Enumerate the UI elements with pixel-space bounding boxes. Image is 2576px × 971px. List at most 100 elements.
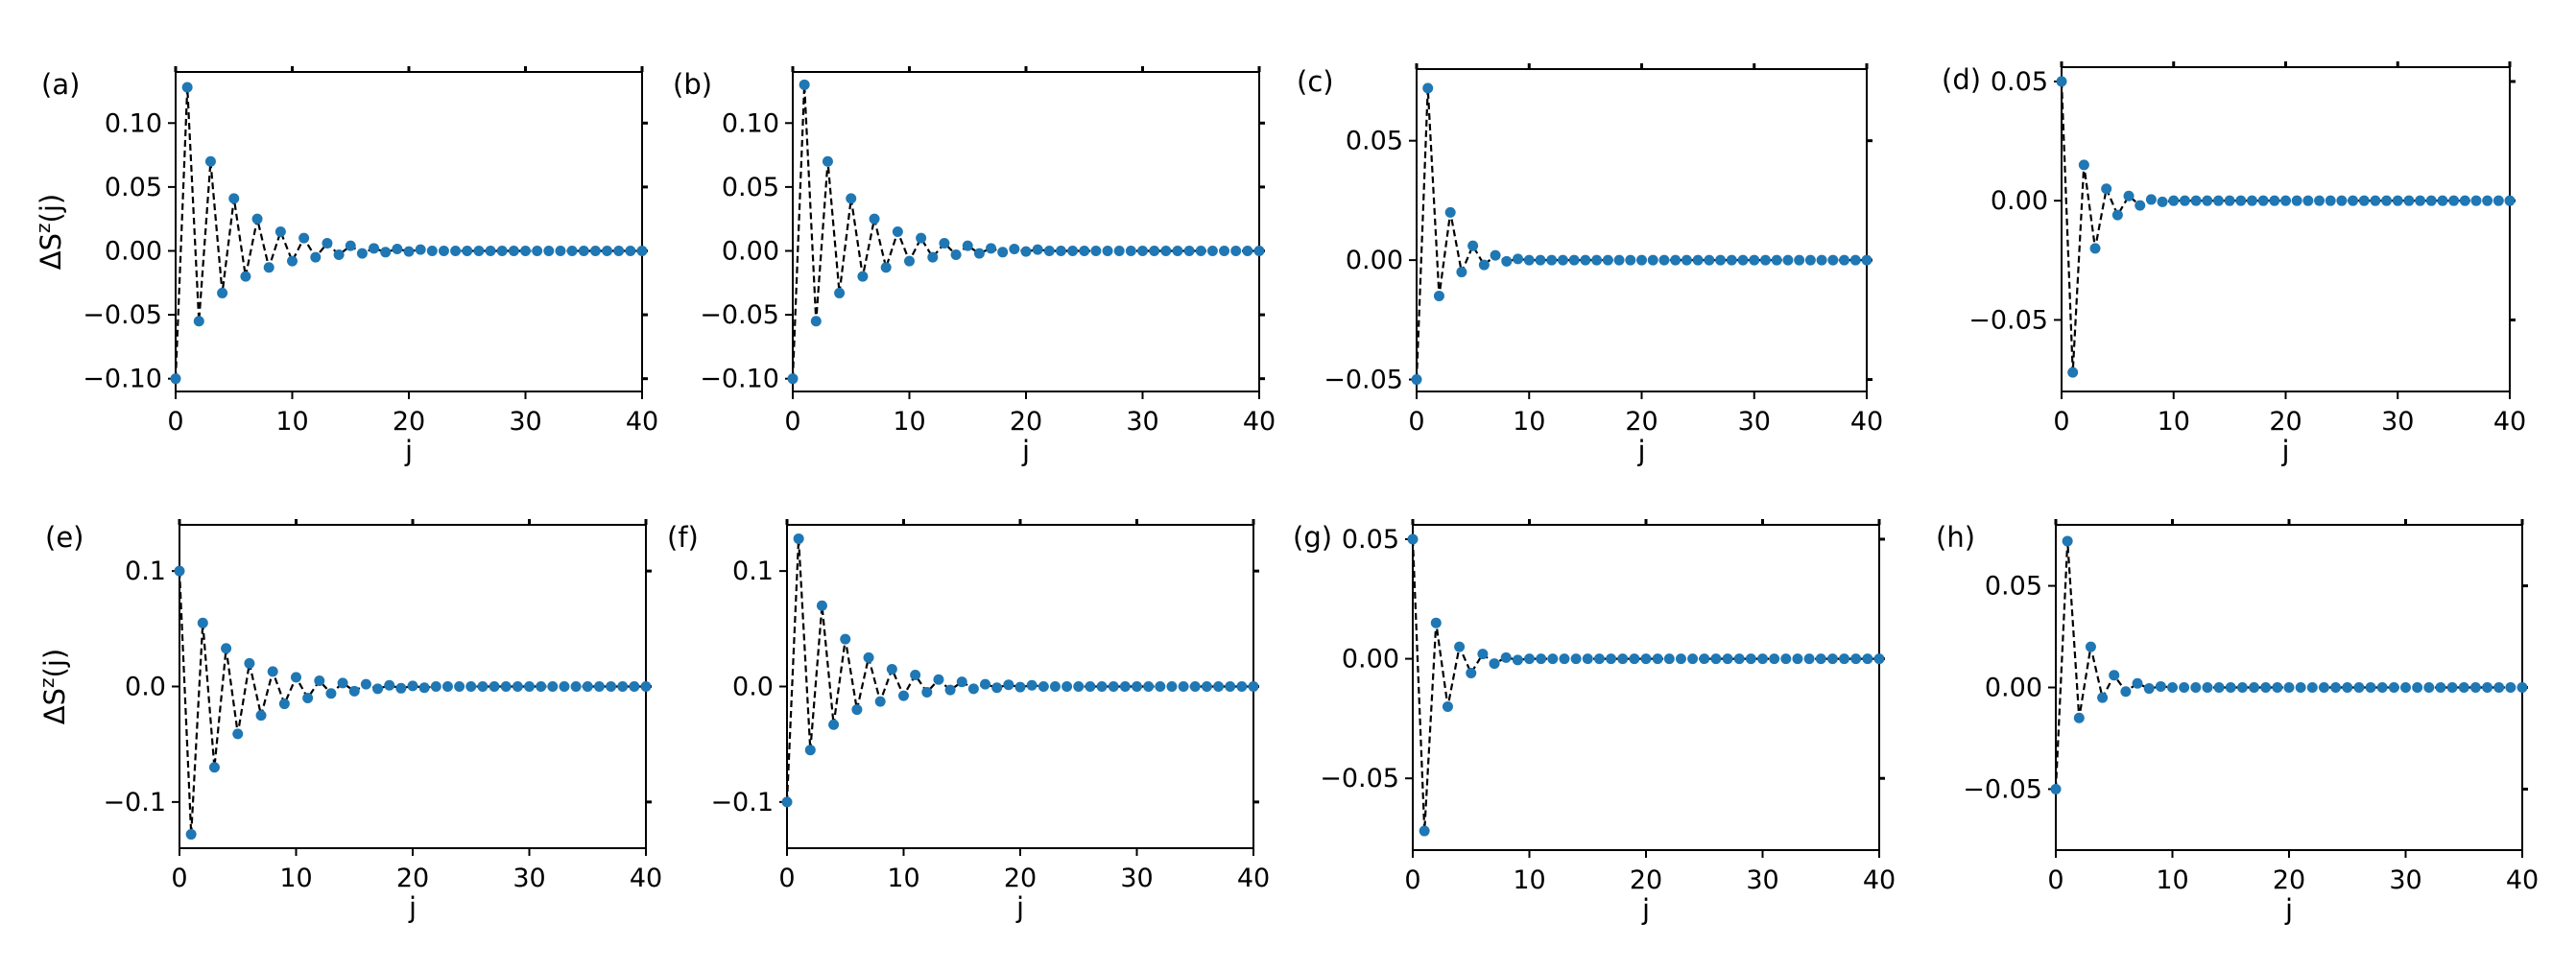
y-tick-label: 0.00 [1985,674,2042,703]
x-tick-label: 30 [2389,865,2421,895]
x-tick-label: 40 [1243,407,1276,437]
data-point [2190,195,2202,206]
data-point [799,79,810,90]
data-point [473,245,485,256]
data-point [828,719,840,730]
x-axis-label: j [1636,435,1645,467]
series-line [2054,540,2522,790]
data-point [1032,244,1043,255]
data-point [2120,686,2132,698]
data-point [2469,682,2481,693]
data-point [1733,653,1745,665]
data-point [2225,682,2236,693]
data-point [846,193,857,204]
data-point [337,677,348,689]
data-point [1149,245,1160,256]
data-point [640,681,652,692]
data-point [240,271,251,282]
data-point [2085,641,2096,652]
data-point [2336,195,2348,206]
data-point [2249,682,2260,693]
data-point [441,681,453,692]
data-point [2330,682,2342,693]
data-point [1490,249,1501,261]
data-point [2145,194,2157,205]
data-point [2459,195,2470,206]
chart-panel: 0 10 20 30 40 −0.10 −0.05 0.00 0.05 0.10 (b) j [673,66,1276,467]
data-point [512,681,523,692]
data-point [1230,245,1242,256]
data-point [1501,255,1513,267]
data-point [2291,195,2302,206]
data-point [2111,209,2123,221]
x-axis-label: j [404,435,413,467]
data-point [986,243,997,254]
data-point [1020,246,1032,257]
data-point [438,245,449,256]
data-point [450,245,462,256]
data-point [1710,653,1722,665]
panel-label: (d) [1942,63,1981,96]
data-point [933,674,944,685]
data-point [1769,653,1780,665]
x-tick-label: 30 [1126,407,1158,437]
data-point [939,237,950,249]
data-point [1617,653,1629,665]
data-point [1816,254,1827,266]
x-axis-label: j [2280,435,2289,467]
data-point [2376,682,2388,693]
data-point [2157,196,2168,207]
data-point [1745,653,1756,665]
data-point [2132,677,2143,689]
data-point [1704,254,1715,266]
data-point [2388,682,2399,693]
data-point [857,271,869,282]
data-point [2437,195,2448,206]
data-point [1038,681,1049,692]
data-point [2143,683,2155,695]
axes-frame [792,71,1260,392]
data-point [2257,195,2269,206]
data-point [547,681,559,692]
data-point [1407,533,1419,545]
x-axis-label: j [1015,891,1024,924]
series-line [2060,81,2510,373]
data-point [1524,653,1535,665]
data-point [950,249,962,260]
data-point [973,248,985,259]
x-tick-label: 20 [1010,407,1042,437]
data-point [2212,195,2224,206]
x-tick-label: 0 [1404,865,1420,895]
data-point [1043,245,1055,256]
data-point [2423,682,2435,693]
data-point [1073,681,1085,692]
data-point [1132,681,1142,692]
x-tick-label: 30 [513,864,545,893]
data-point [892,226,903,237]
data-point [834,287,846,298]
chart-panel: 0 10 20 30 40 −0.1 0.0 0.1 (f) j [667,519,1270,924]
data-point [1143,681,1155,692]
data-point [1085,681,1096,692]
data-point [1119,681,1131,692]
data-point [228,193,240,204]
data-point [2392,195,2403,206]
data-point [1242,245,1253,256]
data-point [407,680,418,692]
data-point [874,696,886,707]
data-point [1489,658,1500,670]
data-point [991,682,1003,694]
data-point [1803,653,1815,665]
data-point [2435,682,2446,693]
y-tick-label: 0.00 [1346,246,1403,275]
data-point [1546,254,1558,266]
data-point [629,681,640,692]
x-tick-label: 40 [1863,865,1896,895]
y-tick-label: −0.10 [700,365,779,394]
data-point [1454,641,1466,652]
x-tick-label: 20 [1004,864,1037,893]
data-point [395,682,407,694]
data-point [589,245,601,256]
data-point [1079,245,1090,256]
